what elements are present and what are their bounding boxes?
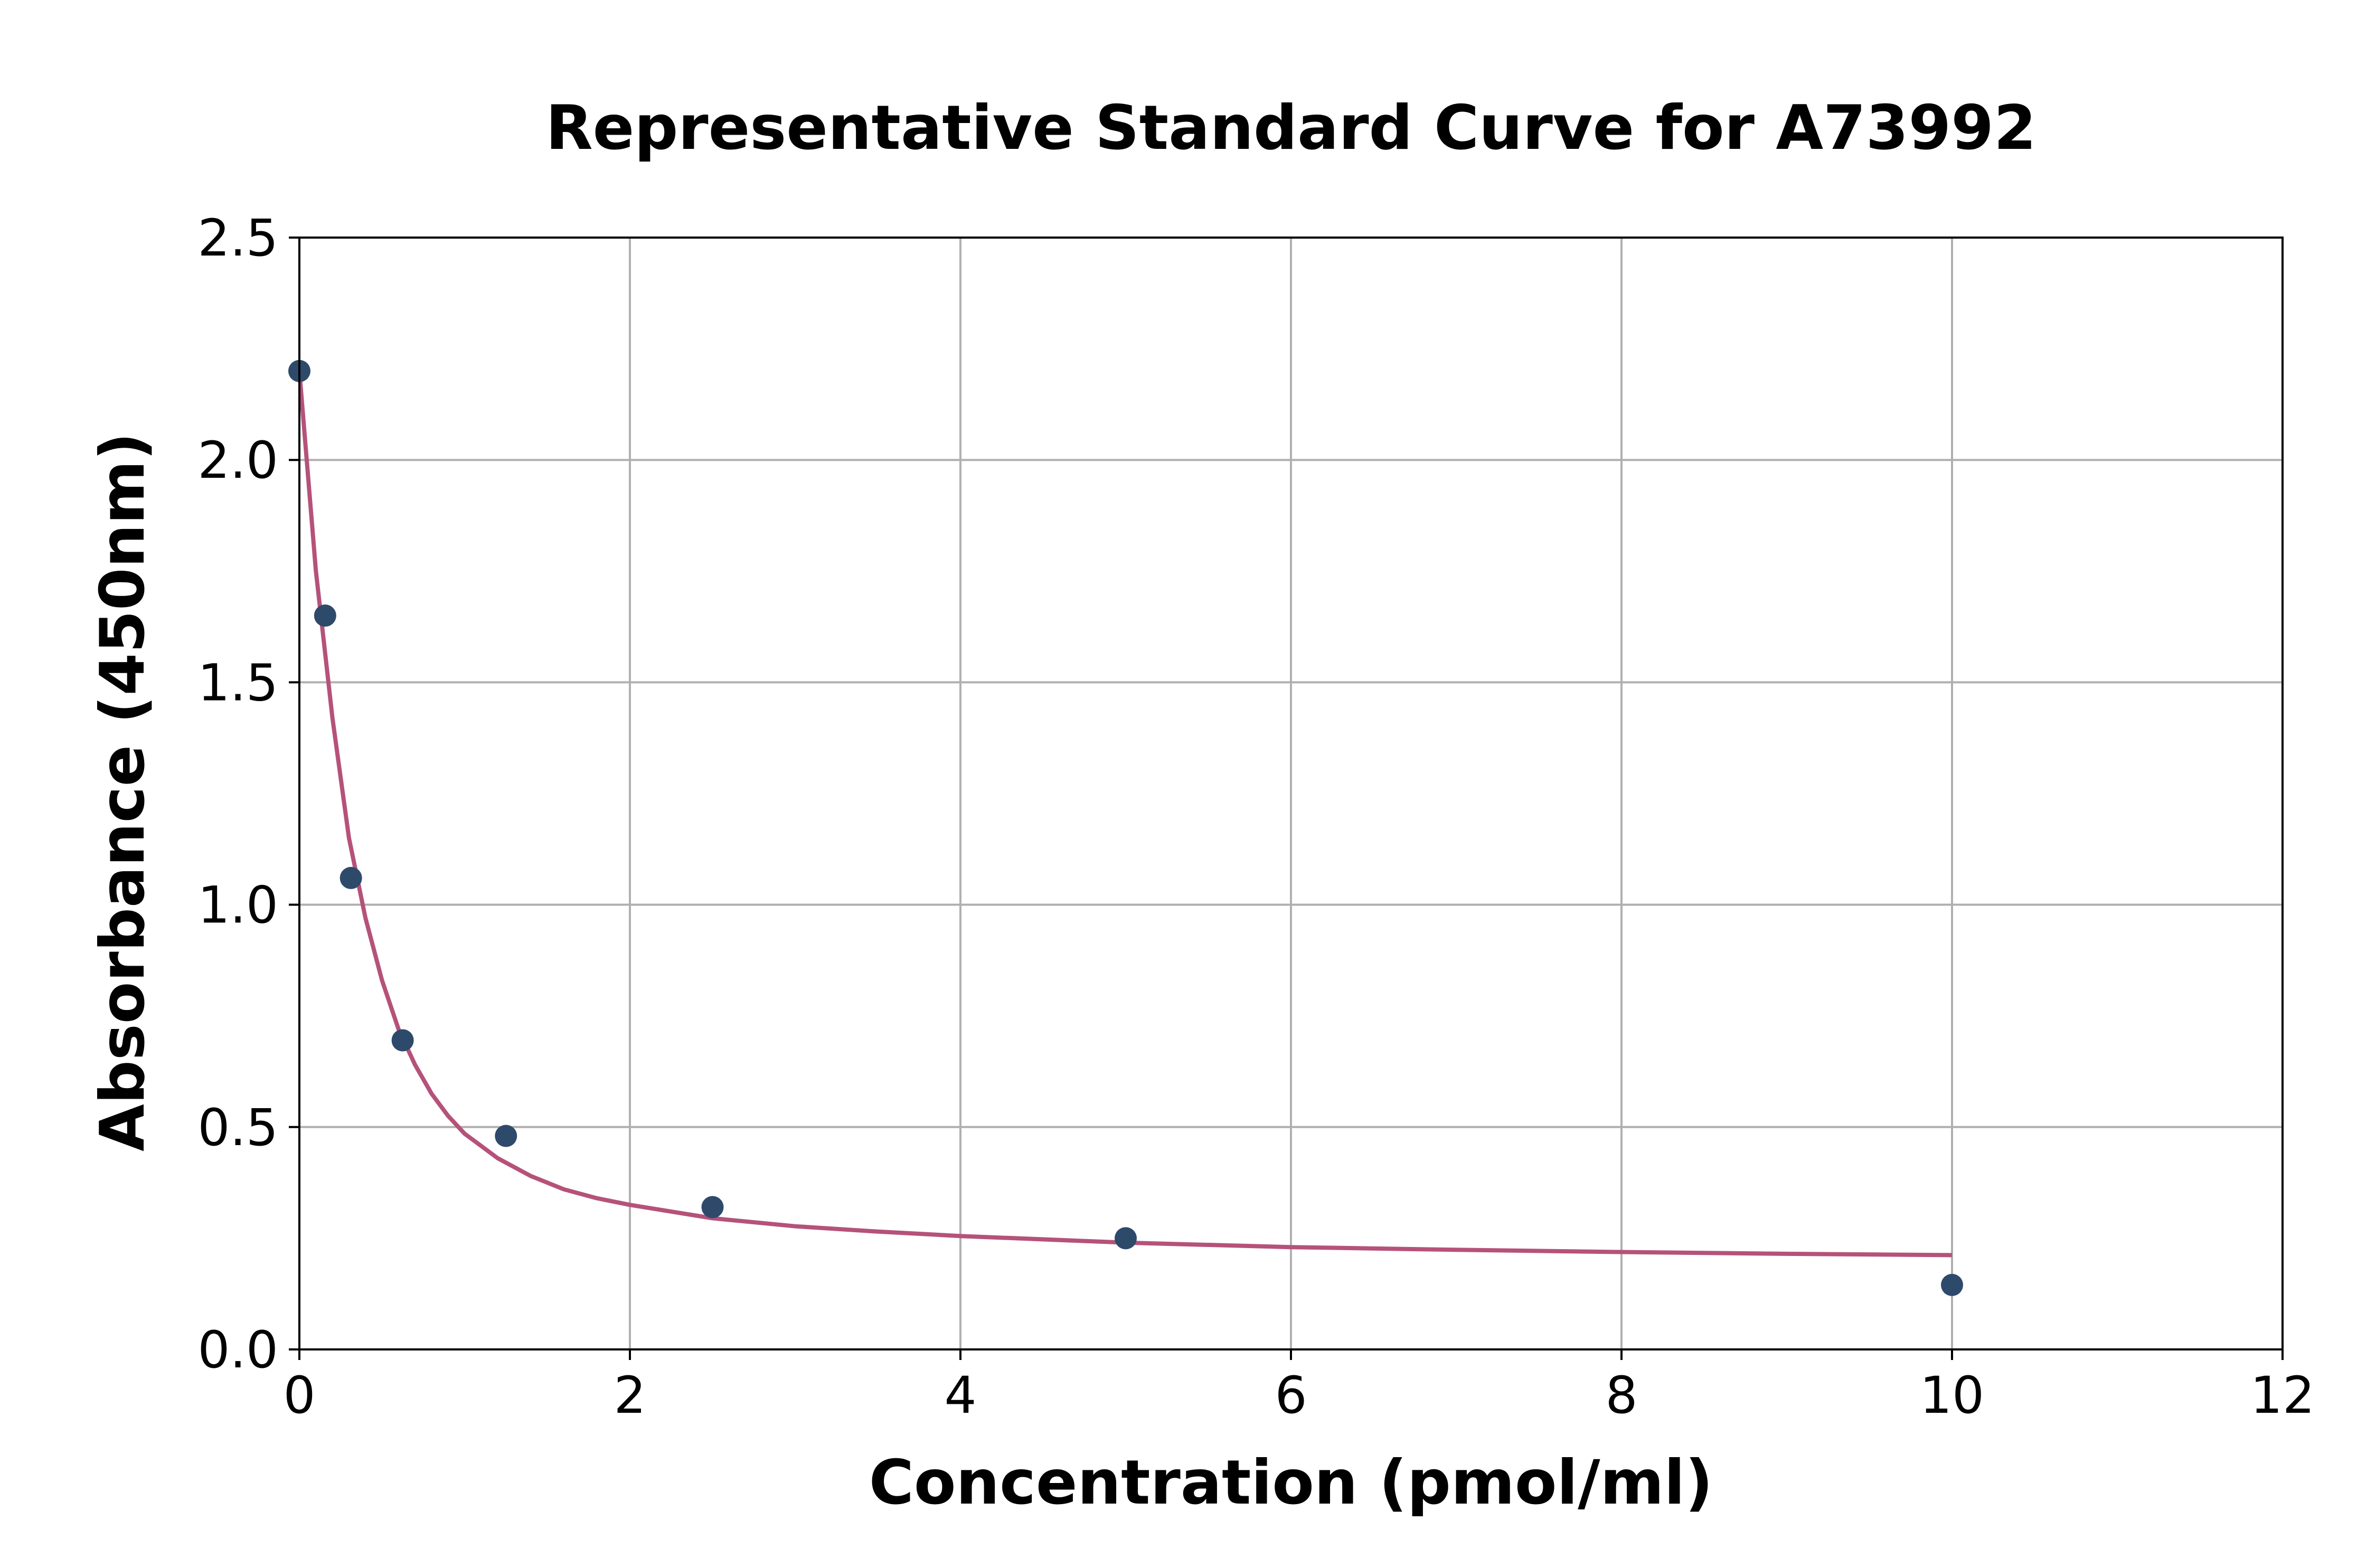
data-point	[495, 1125, 517, 1147]
y-tick-label: 2.0	[197, 431, 278, 490]
x-tick-label: 4	[944, 1366, 976, 1425]
x-tick-label: 12	[2250, 1366, 2315, 1425]
data-point	[314, 604, 336, 627]
data-point	[340, 867, 362, 890]
fit-curve	[297, 371, 1953, 1258]
y-axis-ticks: 0.0 0.5 1.0 1.5 2.0 2.5	[197, 209, 299, 1380]
data-point	[1115, 1227, 1137, 1250]
data-point	[701, 1196, 724, 1218]
x-tick-label: 10	[1920, 1366, 1984, 1425]
x-tick-label: 8	[1605, 1366, 1637, 1425]
chart-title: Representative Standard Curve for A73992	[545, 92, 2036, 164]
fit-curve-layer	[297, 371, 1953, 1258]
y-axis-label: Absorbance (450nm)	[87, 432, 158, 1151]
y-tick-label: 0.5	[197, 1098, 278, 1157]
x-tick-label: 6	[1275, 1366, 1307, 1425]
data-point	[391, 1029, 414, 1052]
data-point	[1941, 1273, 1963, 1296]
x-axis-label: Concentration (pmol/ml)	[869, 1447, 1713, 1518]
x-tick-label: 2	[614, 1366, 646, 1425]
x-tick-label: 0	[283, 1366, 315, 1425]
y-tick-label: 1.5	[197, 653, 278, 712]
x-axis-ticks: 0 2 4 6 8 10 12	[283, 1349, 2315, 1425]
y-tick-label: 2.5	[197, 209, 278, 268]
y-tick-label: 1.0	[197, 876, 278, 935]
y-tick-label: 0.0	[197, 1320, 278, 1380]
data-points-layer	[288, 360, 1963, 1296]
